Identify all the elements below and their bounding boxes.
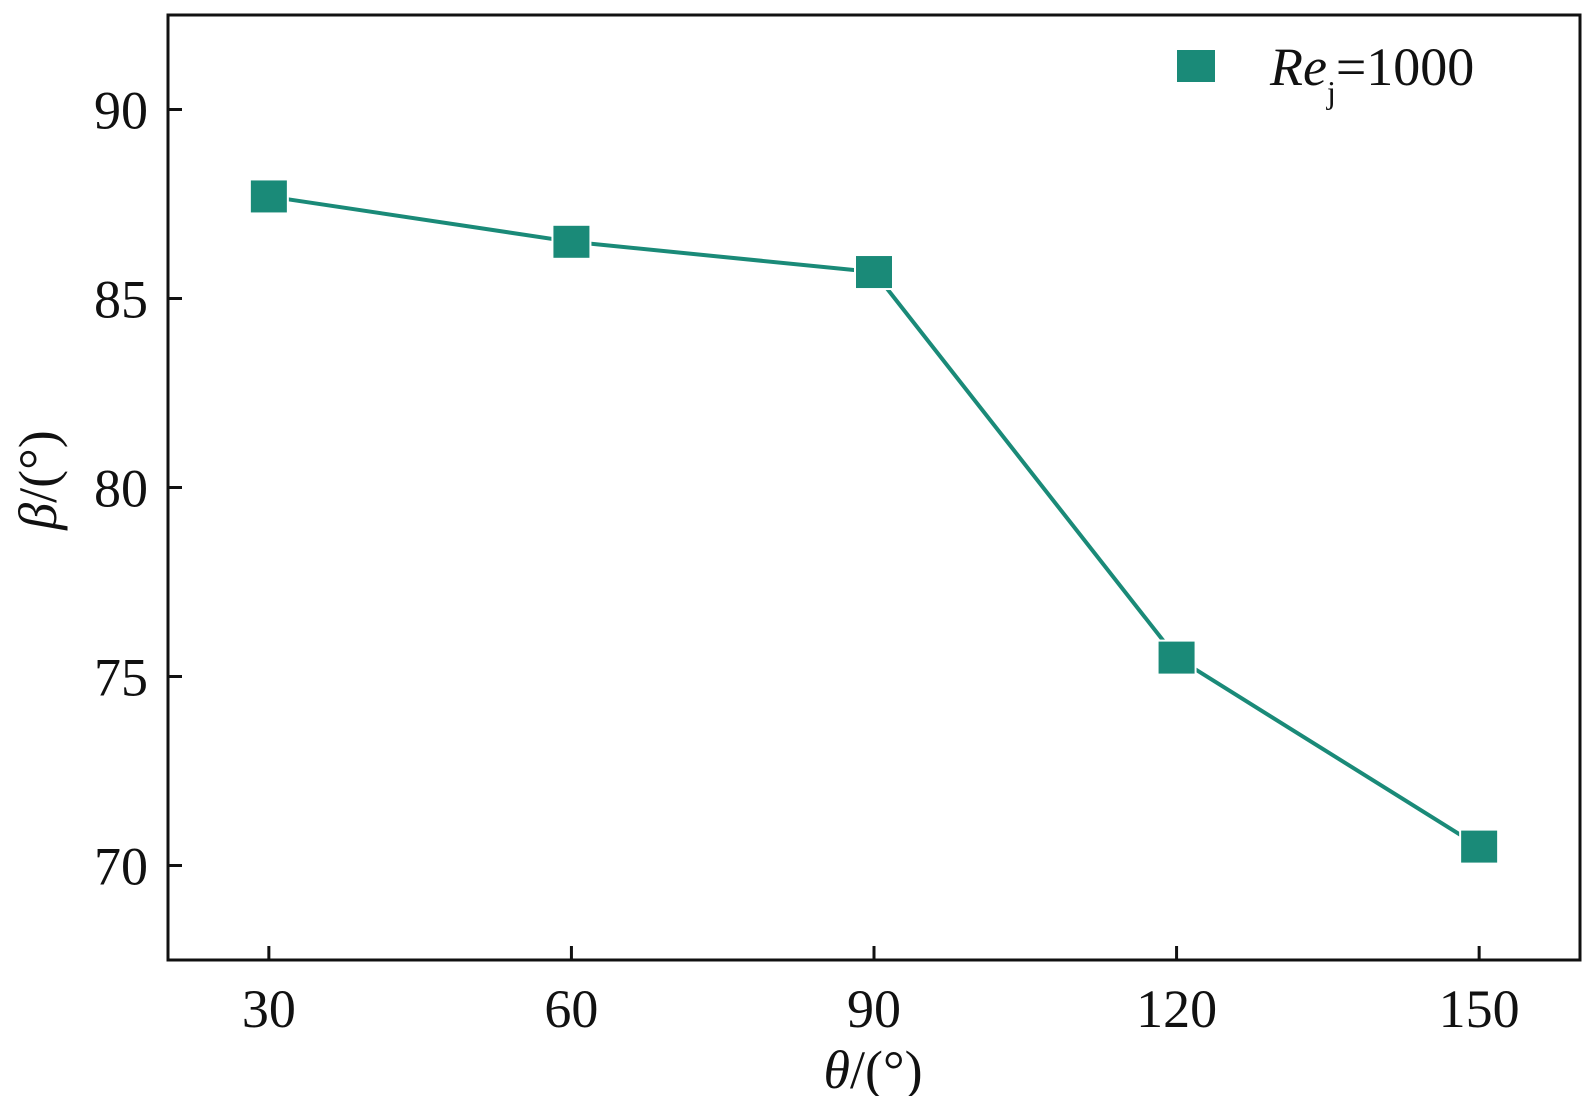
y-tick-label: 90	[94, 81, 148, 141]
y-axis-unit: /(°)	[8, 430, 68, 503]
legend-marker	[1177, 50, 1215, 82]
data-point-marker	[1459, 828, 1500, 865]
x-tick-label: 30	[242, 979, 296, 1039]
series-line-segment	[1174, 655, 1482, 849]
y-axis-ticks: 70 75 80 85 90	[94, 81, 182, 897]
legend-label-sub: j	[1326, 74, 1336, 110]
series-line-segment	[569, 239, 876, 275]
data-point-marker	[248, 178, 289, 215]
x-tick-label: 90	[847, 979, 901, 1039]
legend-label: Rej=1000	[1269, 37, 1474, 110]
x-axis-title: θ/(°)	[823, 1040, 922, 1096]
data-point-marker	[551, 223, 592, 260]
x-tick-label: 150	[1439, 979, 1520, 1039]
data-point-marker	[854, 254, 894, 291]
series-line-segment	[872, 270, 1179, 660]
series-line-segment	[266, 194, 574, 244]
y-tick-label: 80	[94, 459, 148, 519]
series-layer	[248, 178, 1500, 865]
y-tick-label: 75	[94, 648, 148, 708]
y-tick-label: 70	[94, 837, 148, 897]
plot-frame	[166, 13, 1582, 962]
y-axis-symbol: β	[8, 503, 68, 531]
legend-label-main: Re	[1269, 37, 1327, 97]
data-point-marker	[1156, 639, 1197, 676]
x-tick-label: 60	[544, 979, 598, 1039]
legend: Rej=1000	[1177, 37, 1474, 110]
x-axis-unit: /(°)	[850, 1040, 923, 1096]
x-axis-symbol: θ	[823, 1040, 850, 1096]
legend-label-rest: =1000	[1336, 37, 1474, 97]
x-tick-label: 120	[1136, 979, 1217, 1039]
x-axis-ticks: 30 60 90 120 150	[242, 946, 1520, 1039]
y-axis-title: β/(°)	[8, 430, 68, 530]
y-tick-label: 85	[94, 270, 148, 330]
